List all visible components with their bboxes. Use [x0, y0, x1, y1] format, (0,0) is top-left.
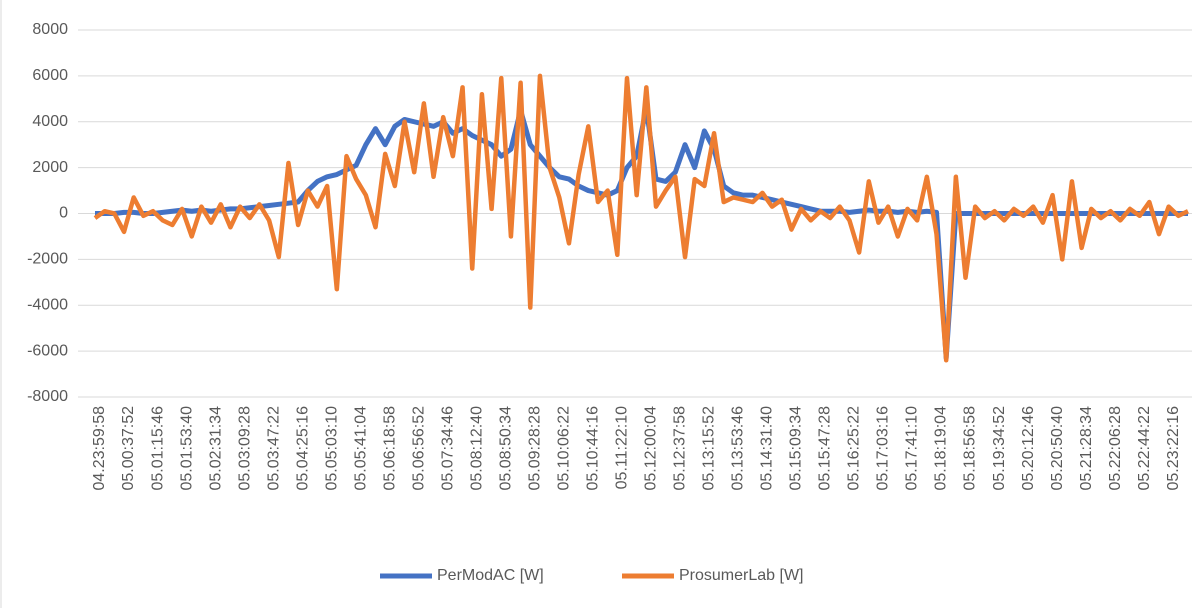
x-tick-label: 05.20:12:46 [1020, 406, 1037, 491]
x-tick-label: 05.15:09:34 [788, 406, 805, 491]
legend-label: ProsumerLab [W] [679, 567, 803, 584]
x-tick-label: 05.17:03:16 [875, 406, 892, 491]
x-tick-label: 05.03:09:28 [236, 406, 253, 491]
x-tick-label: 05.16:25:22 [846, 406, 863, 491]
y-tick-label: -4000 [27, 296, 68, 313]
x-tick-label: 05.10:44:16 [585, 406, 602, 491]
x-tick-label: 05.22:06:28 [1107, 406, 1124, 491]
x-tick-label: 05.23:22:16 [1165, 406, 1182, 491]
x-tick-label: 05.11:22:10 [614, 406, 631, 489]
x-tick-label: 05.07:34:46 [439, 406, 456, 491]
x-tick-label: 05.05:41:04 [352, 406, 369, 491]
x-tick-label: 05.14:31:40 [759, 406, 776, 491]
x-tick-label: 05.06:56:52 [410, 406, 427, 491]
x-tick-label: 05.04:25:16 [294, 406, 311, 491]
y-tick-label: 6000 [32, 67, 68, 84]
x-tick-label: 05.00:37:52 [120, 406, 137, 491]
x-tick-label: 05.01:15:46 [149, 406, 166, 491]
x-tick-label: 05.13:15:52 [701, 406, 718, 491]
y-tick-label: 4000 [32, 113, 68, 130]
legend-label: PerModAC [W] [437, 567, 544, 584]
x-tick-label: 05.19:34:52 [991, 406, 1008, 491]
x-tick-label: 05.12:00:04 [643, 406, 660, 491]
x-tick-label: 05.08:50:34 [497, 406, 514, 491]
x-tick-label: 05.15:47:28 [817, 406, 834, 491]
y-tick-label: -8000 [27, 388, 68, 405]
x-tick-label: 05.02:31:34 [207, 406, 224, 491]
y-tick-label: 8000 [32, 21, 68, 38]
x-tick-label: 05.08:12:40 [468, 406, 485, 491]
x-tick-label: 05.22:44:22 [1136, 406, 1153, 491]
x-tick-label: 05.21:28:34 [1078, 406, 1095, 491]
y-tick-label: -6000 [27, 342, 68, 359]
x-tick-label: 05.18:19:04 [933, 406, 950, 491]
x-tick-label: 05.12:37:58 [672, 406, 689, 491]
x-tick-label: 05.05:03:10 [323, 406, 340, 491]
x-tick-label: 05.13:53:46 [730, 406, 747, 491]
x-tick-label: 04.23:59:58 [91, 406, 108, 491]
x-tick-label: 05.06:18:58 [381, 406, 398, 491]
series-line [93, 73, 1189, 363]
y-tick-label: 0 [59, 205, 68, 222]
x-tick-label: 05.17:41:10 [904, 406, 921, 491]
x-tick-label: 05.18:56:58 [962, 406, 979, 491]
x-tick-label: 05.10:06:22 [556, 406, 573, 491]
y-tick-label: -2000 [27, 251, 68, 268]
x-tick-label: 05.03:47:22 [265, 406, 282, 491]
y-tick-label: 2000 [32, 159, 68, 176]
x-tick-label: 05.01:53:40 [178, 406, 195, 491]
x-tick-label: 05.09:28:28 [526, 406, 543, 491]
x-tick-label: 05.20:50:40 [1049, 406, 1066, 491]
